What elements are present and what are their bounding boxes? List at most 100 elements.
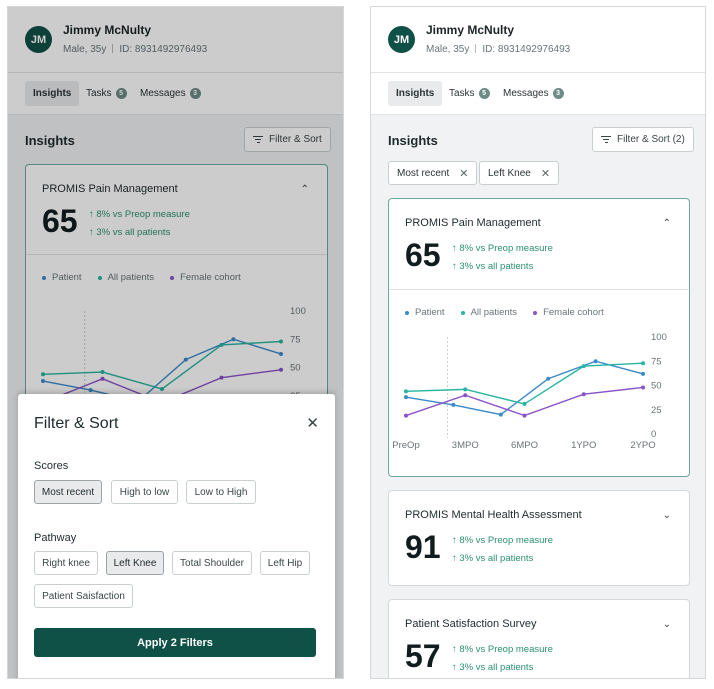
- tab-tasks[interactable]: Tasks 5: [78, 81, 135, 106]
- legend-all-patients: All patients: [460, 307, 517, 318]
- pathway-option-total-shoulder[interactable]: Total Shoulder: [172, 551, 252, 575]
- y-tick-label: 0: [651, 429, 656, 440]
- tab-insights[interactable]: Insights: [388, 81, 443, 106]
- delta-text: 8% vs Preop measure: [459, 243, 553, 254]
- apply-filters-button[interactable]: Apply 2 Filters: [34, 628, 316, 657]
- card-title: PROMIS Pain Management: [405, 217, 541, 229]
- legend-swatch: [97, 275, 102, 280]
- close-icon[interactable]: ✕: [306, 415, 319, 432]
- card-score: 91: [405, 529, 441, 565]
- arrow-up-icon: ↑: [452, 261, 457, 272]
- x-tick-label: 3MPO: [452, 440, 479, 451]
- patient-demographics: Male, 35y: [426, 44, 470, 55]
- sheet-title: Filter & Sort: [34, 415, 119, 432]
- y-tick-label: 25: [651, 405, 662, 416]
- tasks-count-badge: 5: [478, 88, 490, 99]
- insights-title: Insights: [388, 133, 438, 148]
- y-tick-label: 50: [290, 363, 301, 374]
- legend-swatch: [533, 310, 538, 315]
- filter-sort-label: Filter & Sort (2): [617, 134, 685, 145]
- data-point: [522, 401, 527, 406]
- patient-id: ID: 8931492976493: [482, 44, 571, 55]
- legend-label: Female cohort: [543, 307, 604, 318]
- filter-sort-button[interactable]: Filter & Sort: [244, 127, 331, 152]
- filter-icon: [253, 135, 263, 144]
- chevron-up-icon[interactable]: ⌃: [662, 218, 671, 229]
- data-point: [546, 376, 551, 381]
- legend-female-cohort: Female cohort: [170, 272, 241, 283]
- tab-tasks[interactable]: Tasks 5: [441, 81, 498, 106]
- x-tick-label: 2YPO: [630, 440, 655, 451]
- phone-screen-filtered: JM Jimmy McNulty Male, 35y ID: 8931492976…: [370, 6, 706, 679]
- data-point: [41, 372, 45, 377]
- y-tick-label: 50: [651, 381, 662, 392]
- arrow-up-icon: ↑: [452, 644, 457, 655]
- patient-name: Jimmy McNulty: [63, 23, 152, 37]
- score-option-low-to-high[interactable]: Low to High: [186, 480, 256, 504]
- legend-patient: Patient: [405, 307, 445, 318]
- legend-swatch: [42, 275, 46, 280]
- score-option-most-recent[interactable]: Most recent: [34, 480, 102, 504]
- legend-swatch: [170, 275, 175, 280]
- filter-sort-button[interactable]: Filter & Sort (2): [592, 127, 694, 152]
- scores-label: Scores: [34, 460, 69, 472]
- tab-label: Messages: [140, 88, 186, 99]
- tab-messages[interactable]: Messages 3: [495, 81, 572, 106]
- tab-label: Insights: [33, 88, 72, 99]
- messages-count-badge: 3: [552, 88, 564, 99]
- score-option-high-to-low[interactable]: High to low: [111, 480, 178, 504]
- legend-all-patients: All patients: [97, 272, 155, 283]
- patient-name: Jimmy McNulty: [426, 23, 515, 37]
- data-point: [593, 359, 598, 364]
- filter-chip-left-knee[interactable]: Left Knee ✕: [479, 161, 560, 185]
- delta-all-patients: ↑ 3% vs all patients: [89, 227, 170, 238]
- chart-legend: Patient All patients Female cohort: [405, 307, 604, 318]
- filter-icon: [601, 135, 611, 144]
- delta-text: 8% vs Preop measure: [459, 535, 553, 546]
- data-point: [219, 342, 224, 347]
- pathway-option-left-hip[interactable]: Left Hip: [260, 551, 310, 575]
- chip-label: Left Knee: [488, 167, 531, 179]
- card-title: Patient Satisfaction Survey: [405, 618, 537, 630]
- insight-card-pain[interactable]: PROMIS Pain Management ⌃ 65 ↑ 8% vs Preo…: [388, 198, 690, 477]
- legend-label: Patient: [52, 272, 82, 283]
- data-point: [100, 370, 105, 375]
- pathway-option-patient-satisfaction[interactable]: Patient Saisfaction: [34, 584, 133, 608]
- data-point: [279, 367, 283, 372]
- insight-card-mental-health[interactable]: PROMIS Mental Health Assessment ⌄ 91 ↑ 8…: [388, 490, 690, 586]
- delta-text: 3% vs all patients: [459, 261, 534, 272]
- series-line-patient: [405, 360, 644, 416]
- filter-chip-most-recent[interactable]: Most recent ✕: [388, 161, 478, 185]
- data-point: [641, 371, 645, 376]
- arrow-up-icon: ↑: [452, 662, 457, 673]
- chevron-up-icon[interactable]: ⌃: [300, 184, 309, 195]
- close-icon[interactable]: ✕: [540, 167, 551, 180]
- insight-card-satisfaction[interactable]: Patient Satisfaction Survey ⌄ 57 ↑ 8% vs…: [388, 599, 690, 678]
- patient-header: JM Jimmy McNulty Male, 35y ID: 8931492976…: [8, 7, 343, 73]
- x-tick-label: 6MPO: [511, 440, 538, 451]
- data-point: [463, 393, 468, 398]
- arrow-up-icon: ↑: [452, 243, 457, 254]
- pathway-label: Pathway: [34, 532, 77, 544]
- chevron-down-icon[interactable]: ⌄: [662, 619, 671, 630]
- delta-text: 3% vs all patients: [459, 662, 534, 673]
- tab-insights[interactable]: Insights: [25, 81, 80, 106]
- patient-header: JM Jimmy McNulty Male, 35y ID: 8931492976…: [371, 7, 705, 73]
- card-title: PROMIS Pain Management: [42, 183, 178, 195]
- data-point: [160, 386, 164, 391]
- tab-label: Messages: [503, 88, 549, 99]
- tab-messages[interactable]: Messages 3: [132, 81, 209, 106]
- chart-legend: Patient All patients Female cohort: [42, 272, 241, 283]
- arrow-up-icon: ↑: [452, 535, 457, 546]
- insights-title: Insights: [25, 133, 75, 148]
- pathway-option-right-knee[interactable]: Right knee: [34, 551, 98, 575]
- card-title: PROMIS Mental Health Assessment: [405, 509, 582, 521]
- filter-sort-label: Filter & Sort: [269, 134, 322, 145]
- close-icon[interactable]: ✕: [459, 167, 469, 180]
- avatar: JM: [25, 26, 52, 53]
- legend-label: All patients: [107, 272, 155, 283]
- delta-all-patients: ↑ 3% vs all patients: [452, 662, 533, 673]
- pathway-option-left-knee[interactable]: Left Knee: [106, 551, 164, 575]
- data-point: [522, 413, 527, 418]
- chevron-down-icon[interactable]: ⌄: [662, 510, 671, 521]
